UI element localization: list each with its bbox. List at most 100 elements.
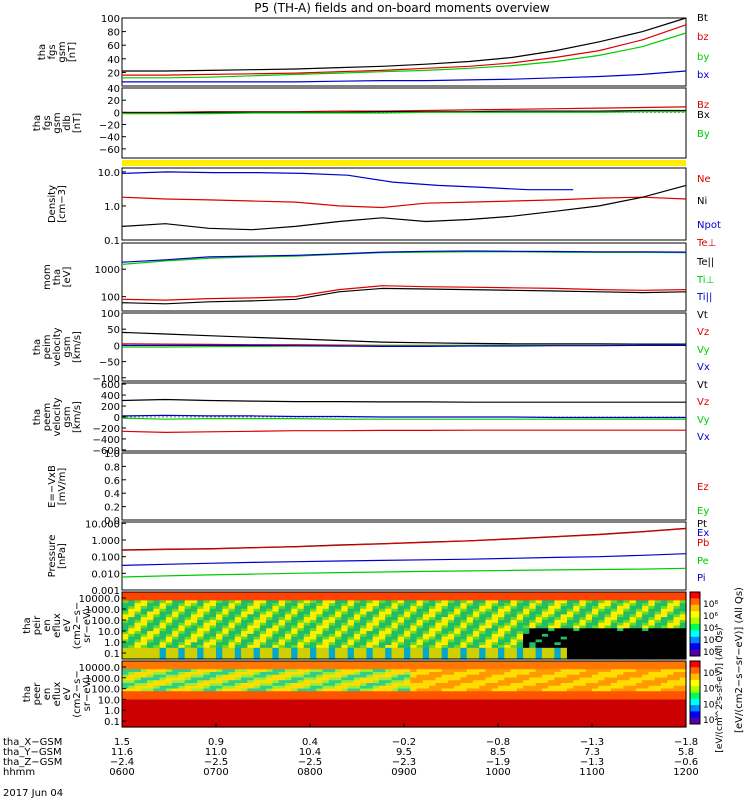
heatmap-cell — [228, 716, 236, 720]
heatmap-cell — [391, 680, 399, 684]
heatmap-cell — [510, 707, 518, 712]
heatmap-cell — [579, 633, 587, 638]
heatmap-cell — [253, 713, 261, 717]
series-line-Vx — [121, 414, 686, 419]
heatmap-cell — [422, 631, 430, 635]
heatmap-cell — [498, 707, 505, 712]
heatmap-cell — [297, 625, 305, 629]
heatmap-cell — [554, 603, 562, 607]
heatmap-cell — [335, 622, 342, 627]
heatmap-cell — [566, 718, 574, 723]
heatmap-cell — [548, 592, 555, 596]
heatmap-cell — [516, 622, 524, 627]
heatmap-cell — [523, 608, 530, 613]
heatmap-cell — [140, 611, 148, 615]
heatmap-cell — [209, 680, 217, 684]
heatmap-cell — [203, 628, 211, 632]
heatmap-cell — [410, 705, 418, 709]
heatmap-cell — [416, 605, 424, 610]
heatmap-cell — [228, 617, 236, 621]
heatmap-cell — [679, 645, 687, 649]
heatmap-cell — [460, 718, 468, 723]
heatmap-cell — [272, 600, 280, 604]
heatmap-cell — [454, 631, 461, 635]
heatmap-cell — [541, 653, 549, 657]
heatmap-cell — [272, 592, 280, 596]
heatmap-cell — [604, 663, 612, 668]
heatmap-cell — [341, 592, 349, 596]
heatmap-cell — [422, 633, 430, 638]
heatmap-cell — [153, 696, 161, 701]
heatmap-cell — [184, 653, 192, 657]
heatmap-cell — [341, 716, 349, 720]
heatmap-cell — [648, 702, 656, 706]
heatmap-cell — [610, 680, 618, 684]
heatmap-cell — [297, 592, 305, 596]
heatmap-cell — [178, 645, 186, 649]
heatmap-cell — [635, 685, 643, 690]
heatmap-cell — [479, 716, 487, 720]
colorbar-tick-label: 10² — [703, 636, 718, 646]
heatmap-cell — [516, 666, 524, 670]
heatmap-cell — [134, 688, 142, 692]
heatmap-cell — [372, 721, 380, 725]
heatmap-cell — [328, 650, 336, 655]
heatmap-cell — [291, 705, 299, 709]
heatmap-cell — [385, 633, 393, 638]
heatmap-cell — [654, 680, 662, 684]
heatmap-cell — [604, 656, 612, 660]
heatmap-cell — [516, 710, 524, 714]
heatmap-cell — [178, 592, 186, 596]
heatmap-cell — [516, 683, 524, 687]
x-tick-label: 0.9 — [208, 737, 224, 748]
heatmap-cell — [247, 702, 255, 706]
heatmap-cell — [642, 674, 649, 679]
heatmap-cell — [447, 605, 455, 610]
heatmap-cell — [479, 661, 487, 665]
heatmap-cell — [328, 656, 336, 660]
heatmap-cell — [140, 614, 148, 618]
heatmap-cell — [592, 611, 599, 615]
heatmap-cell — [209, 597, 217, 601]
heatmap-cell — [642, 713, 649, 717]
heatmap-cell — [504, 617, 512, 621]
heatmap-cell — [291, 688, 299, 692]
x-tick-label: −2.3 — [392, 757, 416, 768]
heatmap-cell — [435, 707, 443, 712]
heatmap-cell — [190, 625, 198, 629]
heatmap-cell — [404, 721, 411, 725]
heatmap-cell — [328, 688, 336, 692]
heatmap-cell — [635, 639, 643, 643]
heatmap-cell — [422, 674, 430, 679]
heatmap-cell — [454, 605, 461, 610]
heatmap-cell — [654, 633, 662, 638]
heatmap-cell — [617, 617, 624, 621]
heatmap-cell — [241, 685, 248, 690]
heatmap-cell — [209, 672, 217, 676]
heatmap-cell — [472, 674, 480, 679]
heatmap-cell — [140, 718, 148, 723]
heatmap-cell — [548, 650, 555, 655]
heatmap-cell — [592, 666, 599, 670]
heatmap-cell — [284, 694, 292, 698]
heatmap-cell — [579, 631, 587, 635]
heatmap-cell — [410, 685, 418, 690]
heatmap-cell — [498, 694, 505, 698]
heatmap-cell — [353, 663, 361, 668]
heatmap-cell — [222, 647, 230, 652]
heatmap-cell — [128, 694, 136, 698]
heatmap-cell — [592, 633, 599, 638]
heatmap-cell — [128, 636, 136, 641]
heatmap-cell — [172, 672, 179, 676]
heatmap-cell — [184, 592, 192, 596]
heatmap-cell — [466, 647, 474, 652]
heatmap-cell — [679, 669, 687, 673]
heatmap-cell — [516, 699, 524, 703]
heatmap-cell — [604, 694, 612, 698]
heatmap-cell — [378, 685, 386, 690]
heatmap-cell — [441, 677, 449, 681]
heatmap-cell — [322, 647, 330, 652]
heatmap-cell — [529, 608, 537, 613]
colorbar-frame — [689, 591, 701, 657]
heatmap-cell — [679, 639, 687, 643]
